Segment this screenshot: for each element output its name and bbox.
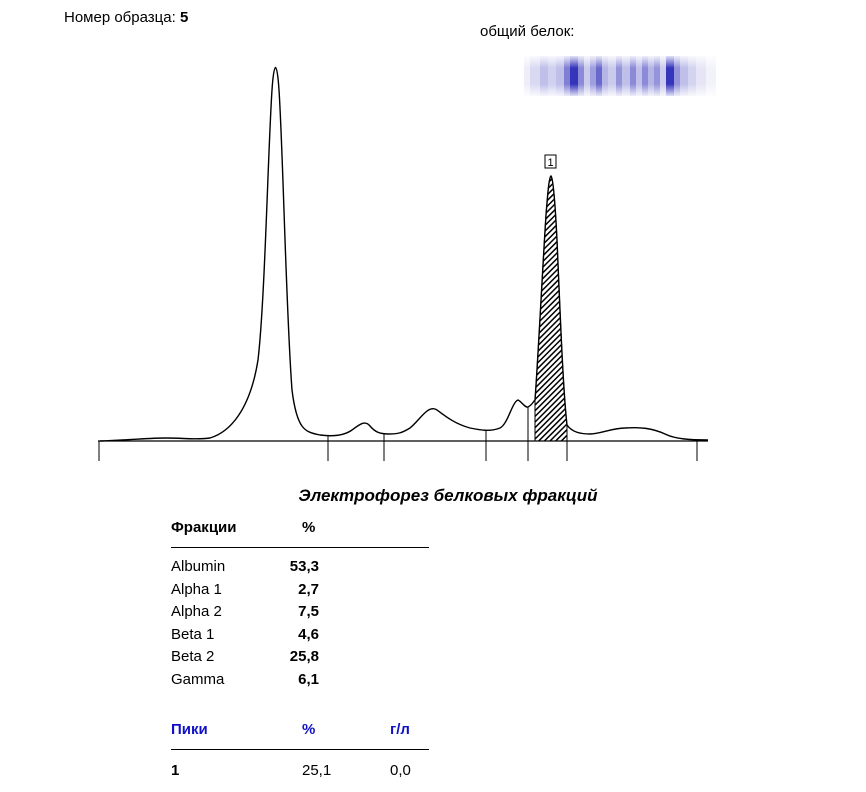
peak-marker-label: 1 xyxy=(547,157,553,169)
peaks-unit-header: г/л xyxy=(390,721,410,738)
sample-label: Номер образца: xyxy=(64,9,176,26)
total-protein-label: общий белок: xyxy=(480,23,575,40)
peak-percent: 25,1 xyxy=(302,762,332,779)
fraction-value: 2,7 xyxy=(298,580,319,598)
fraction-name: Beta 2 xyxy=(171,648,215,665)
table-rule xyxy=(171,547,429,548)
fraction-value: 53,3 xyxy=(289,558,319,575)
gel-band-image xyxy=(524,56,716,96)
sample-number-line: Номер образца: 5 xyxy=(64,9,188,26)
peaks-percent-header: % xyxy=(302,721,316,738)
peaks-header: Пики xyxy=(171,721,208,738)
fraction-name: Beta 1 xyxy=(171,625,215,643)
electropherogram-chart: 1 xyxy=(98,66,709,461)
fraction-value: 6,1 xyxy=(298,670,319,688)
fractions-header: Фракции xyxy=(171,519,237,536)
peaks-rule xyxy=(171,749,429,750)
peak-1-area xyxy=(534,175,568,442)
percent-header: % xyxy=(302,519,316,536)
peak-marker-box xyxy=(544,154,557,169)
fraction-value: 4,6 xyxy=(298,625,319,643)
fraction-name: Albumin xyxy=(171,558,226,575)
fraction-name: Alpha 1 xyxy=(171,580,222,598)
protein-curve xyxy=(99,66,709,442)
fraction-name: Gamma xyxy=(171,670,225,688)
fraction-name: Alpha 2 xyxy=(171,603,222,620)
peak-id: 1 xyxy=(171,762,180,779)
report-title: Электрофорез белковых фракций xyxy=(298,486,598,505)
peak-gl: 0,0 xyxy=(390,762,411,779)
sample-number: 5 xyxy=(179,9,189,26)
fraction-value: 7,5 xyxy=(298,603,319,620)
fraction-value: 25,8 xyxy=(289,648,319,665)
